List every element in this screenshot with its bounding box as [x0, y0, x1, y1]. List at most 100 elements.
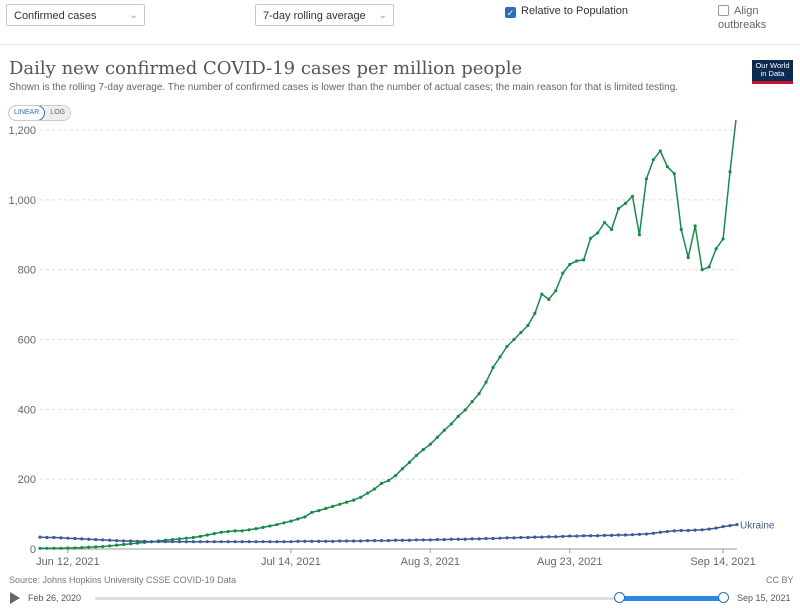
data-point-ukraine [484, 536, 488, 541]
data-point-israel [728, 170, 732, 174]
timeline-end-handle[interactable] [718, 592, 729, 603]
line-chart: 0 200 400 600 800 1,000 1,200 Jun 12, 2021 Jul … [8, 120, 775, 568]
data-point-ukraine [602, 533, 607, 537]
data-point-israel [87, 545, 91, 549]
data-point-israel [491, 365, 495, 370]
data-point-ukraine [254, 540, 258, 544]
data-point-israel [602, 220, 607, 225]
data-point-israel [52, 546, 56, 550]
data-point-ukraine [540, 535, 544, 539]
data-point-israel [449, 422, 453, 426]
data-point-ukraine [233, 540, 237, 544]
data-point-ukraine [73, 536, 77, 541]
interval-select[interactable]: 7-day rolling average ⌄ [255, 4, 394, 26]
data-point-ukraine [512, 536, 516, 540]
data-point-ukraine [156, 540, 161, 544]
data-point-ukraine [449, 537, 453, 541]
data-point-ukraine [470, 537, 474, 541]
data-point-israel [122, 542, 126, 547]
data-point-israel [693, 224, 697, 228]
logo-line-2: in Data [760, 69, 785, 78]
series-line-israel[interactable] [40, 120, 737, 550]
data-point-ukraine [728, 524, 732, 528]
metric-select[interactable]: Confirmed cases ⌄ [6, 4, 145, 26]
data-point-ukraine [268, 540, 272, 544]
data-point-israel [240, 529, 244, 533]
data-point-ukraine [226, 540, 230, 544]
data-point-israel [254, 527, 258, 531]
data-point-israel [247, 528, 251, 532]
data-point-ukraine [359, 539, 363, 543]
play-icon[interactable] [10, 592, 20, 604]
data-point-israel [414, 453, 418, 458]
linear-scale-button[interactable]: LINEAR [9, 106, 46, 120]
data-point-israel [700, 268, 704, 272]
data-point-ukraine [491, 536, 495, 541]
data-point-ukraine [379, 539, 384, 543]
data-point-ukraine [463, 537, 467, 541]
data-point-ukraine [372, 539, 377, 543]
data-point-ukraine [101, 538, 105, 542]
owid-logo[interactable]: Our World in Data [752, 60, 793, 84]
data-point-ukraine [386, 539, 391, 543]
data-point-ukraine [651, 531, 655, 535]
data-point-israel [421, 447, 425, 452]
data-point-ukraine [637, 532, 642, 536]
data-point-ukraine [108, 538, 112, 542]
data-point-israel [644, 177, 648, 181]
data-point-ukraine [289, 540, 293, 544]
chart-subtitle: Shown is the rolling 7-day average. The … [9, 82, 679, 93]
data-point-israel [317, 508, 321, 513]
data-point-israel [400, 467, 405, 471]
log-scale-button[interactable]: LOG [45, 106, 71, 120]
data-point-israel [637, 233, 642, 237]
license-link[interactable]: CC BY [766, 575, 794, 585]
data-point-ukraine [303, 539, 307, 543]
data-point-ukraine [170, 540, 175, 544]
chart-title: Daily new confirmed COVID-19 cases per m… [9, 58, 523, 79]
data-point-israel [470, 400, 474, 404]
data-point-ukraine [149, 540, 154, 544]
align-outbreaks-checkbox[interactable]: Align outbreaks [718, 4, 800, 32]
y-tick-label: 0 [30, 544, 36, 556]
data-point-ukraine [261, 540, 265, 544]
checkbox-checked-icon: ✓ [505, 7, 516, 18]
data-point-ukraine [616, 533, 621, 537]
timeline-track[interactable] [95, 597, 725, 600]
data-point-israel [505, 344, 509, 349]
data-point-ukraine [80, 537, 84, 541]
data-point-ukraine [191, 540, 195, 544]
data-point-israel [212, 532, 216, 536]
data-point-ukraine [568, 534, 572, 538]
data-point-israel [707, 265, 711, 269]
data-point-israel [386, 478, 391, 483]
timeline-start-handle[interactable] [614, 592, 625, 603]
data-point-israel [296, 517, 300, 521]
data-point-israel [359, 495, 363, 499]
y-tick-label: 400 [18, 404, 36, 416]
data-point-israel [456, 414, 460, 418]
data-point-israel [554, 289, 558, 293]
data-point-ukraine [275, 540, 279, 544]
relative-to-population-label: Relative to Population [521, 5, 629, 17]
relative-to-population-checkbox[interactable]: ✓ Relative to Population [505, 4, 628, 18]
data-point-ukraine [59, 536, 63, 540]
data-point-israel [282, 521, 286, 525]
data-point-israel [714, 247, 718, 251]
data-point-ukraine [317, 539, 321, 543]
series-label-ukraine[interactable]: Ukraine [740, 521, 775, 532]
data-point-ukraine [575, 534, 579, 538]
data-point-ukraine [533, 535, 537, 539]
controls-bar: Confirmed cases ⌄ 7-day rolling average … [0, 0, 800, 45]
data-point-ukraine [296, 539, 300, 543]
timeline-selected-range[interactable] [620, 596, 724, 601]
data-point-israel [177, 537, 181, 541]
data-point-israel [616, 206, 621, 211]
data-point-ukraine [122, 539, 126, 543]
data-point-israel [226, 529, 230, 534]
data-point-israel [108, 544, 112, 548]
data-point-israel [540, 292, 544, 296]
data-point-ukraine [331, 539, 335, 543]
data-point-israel [721, 237, 725, 241]
y-tick-label: 600 [18, 335, 36, 347]
